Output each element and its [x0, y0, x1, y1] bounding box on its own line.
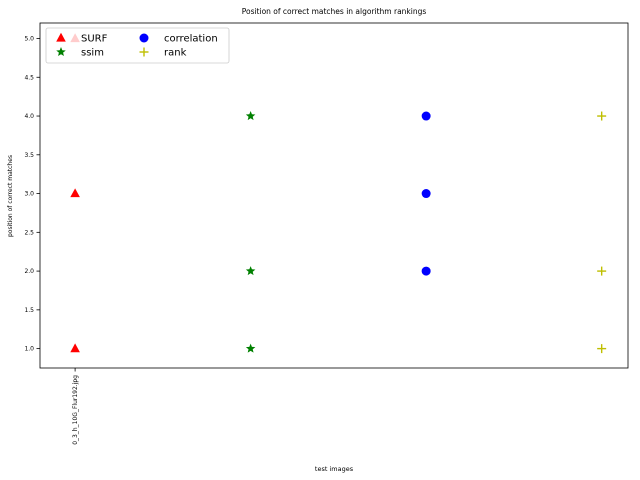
y-tick-label-0: 1.0: [24, 346, 34, 353]
y-tick-label-7: 4.5: [24, 74, 34, 81]
legend-label-ssim: ssim: [81, 48, 104, 59]
y-tick-label-8: 5.0: [24, 36, 34, 43]
legend-marker-SURF: [56, 32, 66, 42]
rank-point-2: [597, 344, 607, 354]
legend-label-SURF: SURF: [81, 34, 108, 45]
y-tick-label-3: 2.5: [24, 229, 34, 236]
rank-point-1: [597, 266, 607, 276]
correlation-point-2: [421, 266, 431, 276]
correlation-point-1: [421, 189, 431, 199]
chart-title: Position of correct matches in algorithm…: [242, 7, 427, 16]
legend-marker-correlation: [139, 33, 149, 43]
axes-frame: [39, 22, 629, 369]
SURF-point-2: [70, 343, 80, 353]
y-axis-label: position of correct matches: [7, 155, 14, 237]
legend-marker-rank: [139, 47, 149, 57]
legend-box: [45, 27, 230, 64]
x-tick-label-0: 0_3_h_10G_Flur192.jpg: [72, 375, 79, 445]
correlation-point-0: [421, 111, 431, 121]
y-tick-label-5: 3.5: [24, 152, 34, 159]
legend-label-correlation: correlation: [164, 34, 218, 45]
SURF-point-1: [70, 188, 80, 198]
ssim-point-2: [245, 343, 256, 353]
ssim-point-0: [245, 111, 256, 121]
legend-label-rank: rank: [164, 48, 187, 59]
legend: SURF ssim correlation rank: [45, 27, 230, 64]
y-tick-label-2: 2.0: [24, 268, 34, 275]
plot-area: 1.0 1.5 2.0 2.5 3.0 3.5 4.0 4.5 5.0 0_3_h_10G_Flu…: [24, 22, 629, 445]
ssim-point-1: [245, 266, 256, 276]
y-tick-label-4: 3.0: [24, 191, 34, 198]
y-tick-label-6: 4.0: [24, 113, 34, 120]
rank-point-0: [597, 111, 607, 121]
y-tick-label-1: 1.5: [24, 307, 34, 314]
x-axis-label: test images: [315, 465, 354, 473]
legend-marker-ssim: [56, 47, 66, 57]
